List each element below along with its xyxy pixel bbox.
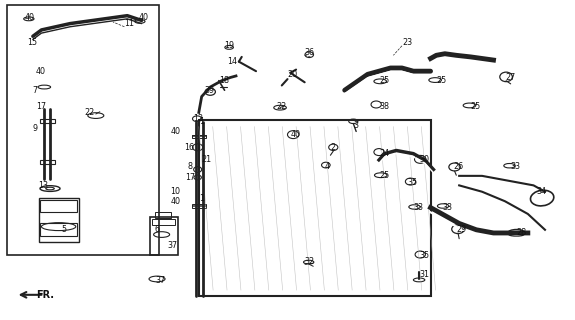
Text: 21: 21 <box>202 156 212 164</box>
Text: 26: 26 <box>454 162 463 171</box>
Bar <box>40 160 55 164</box>
Bar <box>155 212 171 218</box>
Text: 15: 15 <box>27 38 37 47</box>
Text: 5: 5 <box>62 225 67 234</box>
Bar <box>192 135 206 136</box>
Text: 36: 36 <box>305 48 315 57</box>
Text: 17: 17 <box>186 173 196 182</box>
Bar <box>199 120 431 296</box>
Text: 18: 18 <box>219 76 229 85</box>
Text: 4: 4 <box>325 162 329 171</box>
Text: 1: 1 <box>199 194 204 203</box>
Text: 27: 27 <box>505 73 515 82</box>
Text: 25: 25 <box>470 101 481 111</box>
Text: 40: 40 <box>24 13 34 22</box>
Text: 38: 38 <box>379 101 389 111</box>
Bar <box>152 219 175 225</box>
Text: 33: 33 <box>413 203 423 212</box>
Text: 14: 14 <box>228 57 237 66</box>
Text: 6: 6 <box>155 225 160 234</box>
Text: 1: 1 <box>199 117 204 126</box>
Text: 40: 40 <box>290 130 300 139</box>
Text: FR.: FR. <box>36 290 53 300</box>
Text: 40: 40 <box>139 13 149 22</box>
Text: 25: 25 <box>379 76 389 85</box>
Text: 25: 25 <box>379 172 389 180</box>
Text: 22: 22 <box>85 108 95 117</box>
Text: 31: 31 <box>419 270 429 279</box>
Bar <box>192 205 206 206</box>
Text: 23: 23 <box>402 38 412 47</box>
Text: 16: 16 <box>185 143 194 152</box>
Text: 30: 30 <box>419 156 429 164</box>
Text: 13: 13 <box>39 181 48 190</box>
Text: 32: 32 <box>305 257 315 266</box>
Text: 34: 34 <box>536 187 546 196</box>
Text: 40: 40 <box>170 127 180 136</box>
Text: 25: 25 <box>436 76 447 85</box>
Text: 35: 35 <box>408 178 418 187</box>
Bar <box>192 135 206 139</box>
Text: 19: 19 <box>225 41 235 50</box>
Bar <box>40 223 77 236</box>
Bar <box>7 4 159 255</box>
Text: 37: 37 <box>167 241 178 250</box>
Bar <box>40 119 55 123</box>
Text: 37: 37 <box>156 276 166 285</box>
Text: 10: 10 <box>170 187 180 196</box>
Text: 28: 28 <box>516 228 527 237</box>
Bar <box>150 217 178 255</box>
Text: 40: 40 <box>170 197 180 206</box>
Text: 29: 29 <box>457 225 466 234</box>
Text: 22: 22 <box>276 101 286 111</box>
Text: 20: 20 <box>288 70 298 79</box>
Text: 33: 33 <box>442 203 452 212</box>
Text: 9: 9 <box>33 124 38 133</box>
Text: 17: 17 <box>36 101 46 111</box>
Text: 40: 40 <box>36 67 46 76</box>
Text: 12: 12 <box>193 114 203 123</box>
Bar <box>39 198 79 243</box>
Text: 3: 3 <box>353 121 358 130</box>
Text: 8: 8 <box>187 162 193 171</box>
Text: 33: 33 <box>511 162 521 171</box>
Text: 24: 24 <box>379 149 389 158</box>
Text: 39: 39 <box>205 86 214 95</box>
Text: 7: 7 <box>33 86 38 95</box>
Text: 11: 11 <box>124 19 135 28</box>
Text: 35: 35 <box>419 251 429 260</box>
Bar <box>192 204 206 208</box>
Bar <box>40 200 77 212</box>
Text: 2: 2 <box>331 143 336 152</box>
